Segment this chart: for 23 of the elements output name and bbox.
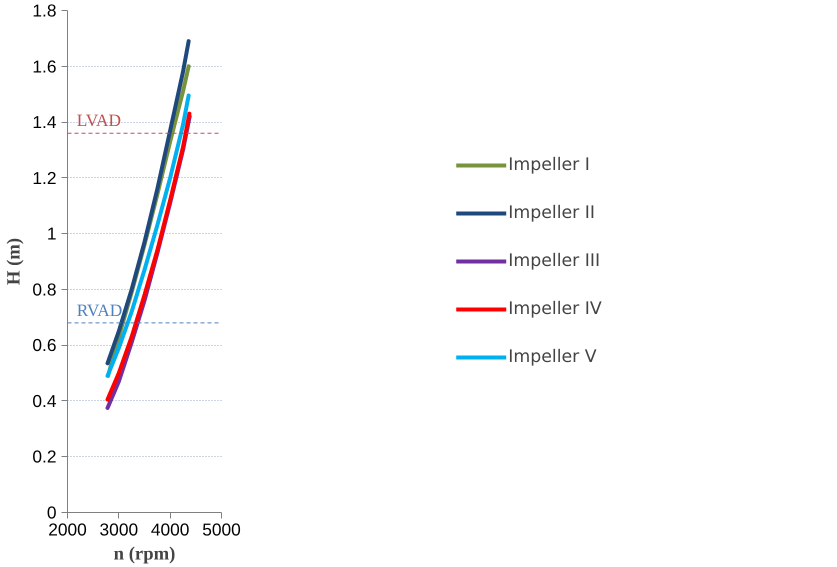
- legend-label: Impeller V: [508, 347, 597, 367]
- x-tick-label: 2000: [48, 520, 87, 540]
- ref-line-label: RVAD: [76, 300, 122, 320]
- x-tick-label: 3000: [100, 520, 138, 540]
- y-tick-label: 1.4: [32, 112, 57, 132]
- legend-label: Impeller II: [508, 203, 596, 223]
- y-tick-label: 1.8: [32, 0, 57, 20]
- x-tick-label: 4000: [150, 520, 190, 540]
- y-tick-label: 1: [46, 224, 57, 244]
- legend-label: Impeller III: [508, 251, 600, 271]
- ref-line-label: LVAD: [76, 111, 122, 130]
- y-tick-label: 0.2: [32, 446, 57, 467]
- y-tick-label: 0.8: [32, 279, 57, 300]
- y-axis-title: H (m): [3, 238, 24, 286]
- y-tick-label: 0.6: [32, 335, 57, 356]
- y-tick-label: 1.2: [32, 168, 57, 188]
- y-tick-label: 0.4: [32, 390, 57, 411]
- x-tick-label: 5000: [202, 520, 241, 540]
- y-tick-label: 1.6: [32, 56, 57, 76]
- legend-label: Impeller IV: [508, 299, 602, 319]
- y-tick-label: 0: [46, 502, 57, 522]
- legend-label: Impeller I: [508, 155, 590, 175]
- x-axis-title: n (rpm): [114, 544, 176, 564]
